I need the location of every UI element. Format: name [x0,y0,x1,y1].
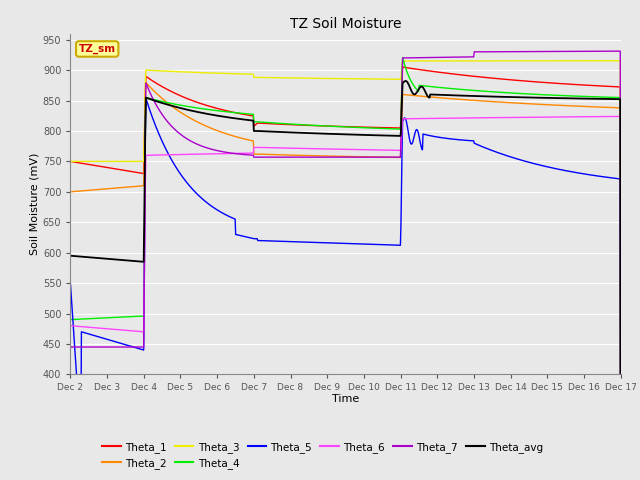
Theta_7 [506,49,513,55]
Theta_3 [506,58,513,64]
Theta_5 [310,240,317,245]
Theta_4 [445,85,452,91]
Theta_7 [67,344,74,350]
Theta_5 [445,136,452,142]
Theta_6 [445,115,452,121]
Theta_4 [506,90,514,96]
Theta_1 [445,71,452,76]
Theta_1 [289,122,297,128]
Theta_4 [67,317,74,323]
Theta_3 [496,58,504,64]
Line: Theta_5: Theta_5 [70,98,621,480]
Theta_2 [67,189,74,195]
Legend: Theta_1, Theta_2, Theta_3, Theta_4, Theta_5, Theta_6, Theta_7, Theta_avg: Theta_1, Theta_2, Theta_3, Theta_4, Thet… [98,438,547,473]
Y-axis label: Soil Moisture (mV): Soil Moisture (mV) [30,153,40,255]
Theta_5 [496,151,504,156]
Theta_5 [506,154,514,160]
Theta_2 [496,99,504,105]
Theta_avg [123,257,131,263]
Theta_3 [309,75,317,81]
Theta_7 [289,154,297,160]
Theta_5 [290,239,298,245]
Theta_avg [445,92,452,98]
Theta_avg [67,253,74,259]
Theta_2 [123,184,131,190]
Theta_2 [506,100,514,106]
Line: Theta_4: Theta_4 [70,57,621,480]
Theta_1 [67,158,74,164]
Title: TZ Soil Moisture: TZ Soil Moisture [290,17,401,31]
Theta_2 [290,152,298,158]
Theta_3 [289,75,297,81]
Theta_6 [289,145,297,151]
Theta_5 [142,96,150,101]
Theta_2 [142,80,150,85]
Theta_7 [616,48,624,54]
Line: Theta_3: Theta_3 [70,60,621,480]
Theta_6 [309,146,317,152]
Theta_1 [506,77,514,83]
Theta_1 [496,76,504,82]
Theta_1 [399,64,406,70]
Theta_3 [445,58,452,64]
Line: Theta_2: Theta_2 [70,83,621,480]
Theta_7 [496,49,504,55]
Theta_4 [123,314,131,320]
Theta_4 [399,54,406,60]
Theta_5 [123,342,131,348]
Theta_avg [309,131,317,136]
Line: Theta_1: Theta_1 [70,67,621,480]
Theta_6 [616,114,624,120]
Theta_7 [123,344,131,350]
Theta_4 [496,89,504,95]
Theta_4 [309,122,317,128]
Theta_7 [309,154,317,160]
Theta_1 [123,168,131,174]
Theta_6 [67,323,74,329]
Theta_7 [445,54,452,60]
Theta_avg [496,94,504,100]
Theta_2 [310,153,317,158]
Theta_6 [123,327,131,333]
Theta_2 [445,96,452,101]
Line: Theta_7: Theta_7 [70,51,621,480]
Theta_avg [506,94,514,100]
Theta_6 [506,115,513,120]
Theta_avg [289,130,297,135]
Line: Theta_6: Theta_6 [70,117,621,480]
Theta_1 [309,123,317,129]
X-axis label: Time: Time [332,394,359,404]
Line: Theta_avg: Theta_avg [70,81,621,480]
Theta_6 [496,115,504,120]
Theta_avg [401,78,409,84]
Theta_4 [289,121,297,127]
Theta_5 [67,280,74,286]
Text: TZ_sm: TZ_sm [79,44,116,54]
Theta_3 [616,58,624,63]
Theta_3 [123,158,131,164]
Theta_3 [67,158,74,164]
